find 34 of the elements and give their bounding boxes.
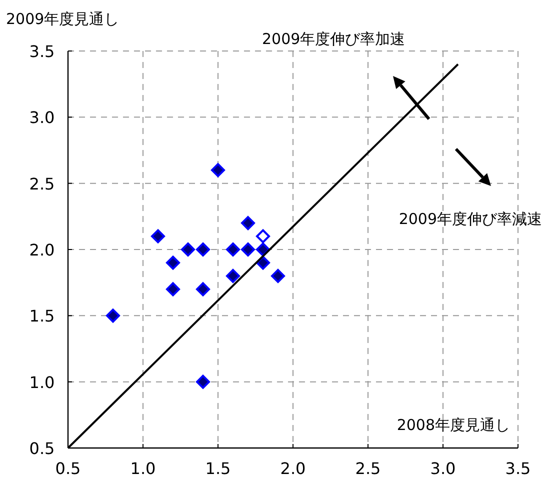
point: [151, 229, 165, 244]
x-tick-label: 1.0: [130, 459, 156, 478]
point: [241, 216, 255, 230]
y-axis-title: 2009年度見通し: [6, 10, 120, 28]
x-tick-label: 3.0: [430, 459, 456, 478]
y-tick-label: 1.0: [29, 372, 55, 392]
point: [226, 268, 240, 283]
point: [166, 256, 180, 270]
point: [181, 242, 195, 256]
x-tick-label: 1.5: [205, 459, 231, 478]
y-tick-label: 3.0: [29, 108, 55, 128]
x-tick-label: 0.5: [55, 459, 81, 478]
y-tick-label: 2.5: [29, 174, 55, 194]
point: [226, 242, 240, 256]
annotation: 2009年度伸び率減速: [398, 210, 542, 228]
text: 2009年度伸び率加速: [262, 30, 406, 48]
point: [256, 229, 270, 244]
y-tick-label: 0.5: [29, 439, 55, 458]
y-tick-label: 2.0: [29, 240, 55, 260]
y-tick-label: 1.5: [29, 306, 55, 326]
point: [106, 308, 120, 323]
point: [196, 282, 210, 296]
x-tick-label: 2.0: [280, 459, 306, 478]
point: [256, 256, 270, 270]
point: [211, 163, 225, 178]
x-axis-title: 2008年度見通し: [396, 416, 510, 434]
point: [271, 268, 285, 283]
y-tick-label: 3.5: [29, 42, 55, 61]
point: [166, 282, 180, 296]
x-tick-label: 3.5: [505, 459, 531, 478]
x-tick-label: 2.5: [355, 459, 381, 478]
point: [196, 242, 210, 256]
point: [196, 374, 210, 389]
point: [241, 242, 255, 256]
